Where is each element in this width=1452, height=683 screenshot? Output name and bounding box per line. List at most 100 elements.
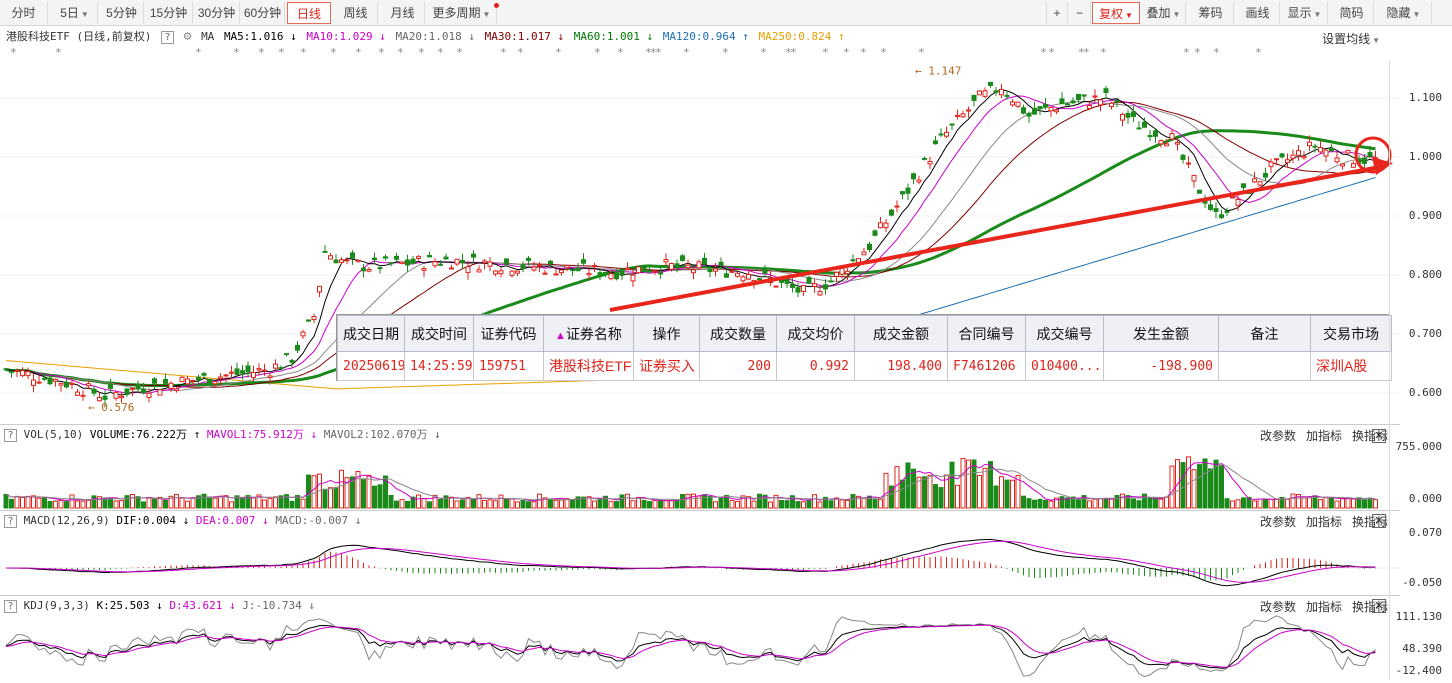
event-marker-icon[interactable]: * [655,46,662,59]
switch-indicator-button[interactable]: 换指标 [1351,600,1388,614]
add-indicator-button[interactable]: 加指标 [1305,429,1342,443]
macd-chart[interactable] [0,528,1400,594]
event-marker-icon[interactable]: * [1083,46,1090,59]
chips-button[interactable]: 筹码 [1188,2,1234,24]
tab-daily[interactable]: 日线 [287,2,331,24]
hide-button[interactable]: 隐藏 ▼ [1376,2,1432,24]
column-header[interactable]: 成交编号 [1025,315,1104,352]
column-header[interactable]: 成交金额 [854,315,948,352]
column-header[interactable]: 成交数量 [699,315,777,352]
candle-body [718,261,724,266]
column-header[interactable]: ▲证券名称 [543,315,634,352]
event-marker-icon[interactable]: * [843,46,850,59]
column-header[interactable]: 发生金额 [1103,315,1219,352]
event-marker-icon[interactable]: * [195,46,202,59]
event-marker-icon[interactable]: * [1183,46,1190,59]
close-icon[interactable]: ✕ [1372,429,1386,443]
event-marker-icon[interactable]: * [555,46,562,59]
zoom-in-button[interactable]: + [1046,2,1068,24]
add-indicator-button[interactable]: 加指标 [1305,515,1342,529]
event-marker-icon[interactable]: * [258,46,265,59]
tab-5min[interactable]: 5分钟 [100,2,144,24]
draw-line-button[interactable]: 画线 [1236,2,1280,24]
event-marker-icon[interactable]: * [822,46,829,59]
kdj-chart[interactable] [0,612,1400,683]
event-marker-icon[interactable]: * [437,46,444,59]
tab-weekly[interactable]: 周线 [334,2,378,24]
short-code-button[interactable]: 简码 [1330,2,1374,24]
overlay-button[interactable]: 叠加 ▼ [1142,2,1186,24]
event-marker-icon[interactable]: * [722,46,729,59]
event-marker-icon[interactable]: * [645,46,652,59]
tab-5day[interactable]: 5日 ▼ [52,2,98,24]
tab-monthly[interactable]: 月线 [381,2,425,24]
event-marker-icon[interactable]: * [355,46,362,59]
switch-indicator-button[interactable]: 换指标 [1351,515,1388,529]
switch-indicator-button[interactable]: 换指标 [1351,429,1388,443]
volume-bar [988,461,993,509]
event-marker-icon[interactable]: * [1040,46,1047,59]
tab-more-periods[interactable]: 更多周期 ▼ [427,2,497,24]
help-icon[interactable]: ? [4,599,17,613]
event-marker-icon[interactable]: * [456,46,463,59]
event-marker-icon[interactable]: * [278,46,285,59]
event-marker-icon[interactable]: * [683,46,690,59]
event-marker-icon[interactable]: * [760,46,767,59]
ma-settings-button[interactable]: 设置均线 ▼ [1322,30,1380,47]
event-marker-icon[interactable]: * [650,46,657,59]
help-icon[interactable]: ? [4,428,17,442]
event-marker-icon[interactable]: * [617,46,624,59]
tab-15min[interactable]: 15分钟 [145,2,193,24]
column-header[interactable]: 合同编号 [947,315,1026,352]
event-marker-icon[interactable]: * [1100,46,1107,59]
event-marker-icon[interactable]: * [918,46,925,59]
event-marker-icon[interactable]: * [1255,46,1262,59]
display-button[interactable]: 显示 ▼ [1282,2,1328,24]
event-marker-icon[interactable]: * [594,46,601,59]
close-icon[interactable]: ✕ [1372,599,1386,613]
event-marker-icon[interactable]: * [790,46,797,59]
event-marker-icon[interactable]: * [300,46,307,59]
column-header[interactable]: 操作 [633,315,700,352]
column-header[interactable]: 证券代码 [473,315,544,352]
trade-record-table[interactable]: 成交日期 成交时间 证券代码 ▲证券名称 操作 成交数量 成交均价 成交金额 合同编号 成交编号发… [336,314,1392,381]
event-marker-icon[interactable]: * [378,46,385,59]
event-marker-icon[interactable]: * [10,46,17,59]
column-header[interactable]: 交易市场 [1310,315,1392,352]
add-indicator-button[interactable]: 加指标 [1305,600,1342,614]
candle-body [1158,140,1164,145]
tab-fenshi[interactable]: 分时 [0,2,48,24]
table-row[interactable]: 20250619 14:25:59 159751 港股科技ETF 证券买入 200 0.99… [337,351,1392,381]
zoom-out-button[interactable]: − [1069,2,1091,24]
event-marker-icon[interactable]: * [1213,46,1220,59]
event-marker-icon[interactable]: * [1048,46,1055,59]
help-icon[interactable]: ? [160,30,174,44]
event-marker-icon[interactable]: * [517,46,524,59]
event-marker-icon[interactable]: * [1194,46,1201,59]
event-marker-icon[interactable]: * [880,46,887,59]
event-marker-icon[interactable]: * [1078,46,1085,59]
fuquan-button[interactable]: 复权 ▼ [1092,2,1140,24]
event-marker-icon[interactable]: * [860,46,867,59]
close-icon[interactable]: ✕ [1372,514,1386,528]
edit-params-button[interactable]: 改参数 [1259,429,1296,443]
volume-chart[interactable] [0,444,1400,510]
column-header[interactable]: 成交均价 [776,315,855,352]
column-header[interactable]: 成交时间 [404,315,474,352]
event-marker-icon[interactable]: * [55,46,62,59]
tab-30min[interactable]: 30分钟 [194,2,240,24]
gear-icon[interactable]: ⚙ [183,29,192,44]
event-marker-icon[interactable]: * [397,46,404,59]
edit-params-button[interactable]: 改参数 [1259,515,1296,529]
event-marker-icon[interactable]: * [233,46,240,59]
candlestick-chart[interactable]: ← 1.147 ← 0.576 [0,60,1400,424]
column-header[interactable]: 成交日期 [337,315,405,352]
column-header[interactable]: 备注 [1218,315,1311,352]
event-marker-icon[interactable]: * [330,46,337,59]
help-icon[interactable]: ? [4,514,17,528]
event-marker-icon[interactable]: * [418,46,425,59]
edit-params-button[interactable]: 改参数 [1259,600,1296,614]
tab-60min[interactable]: 60分钟 [241,2,285,24]
event-marker-icon[interactable]: * [785,46,792,59]
event-marker-icon[interactable]: * [500,46,507,59]
